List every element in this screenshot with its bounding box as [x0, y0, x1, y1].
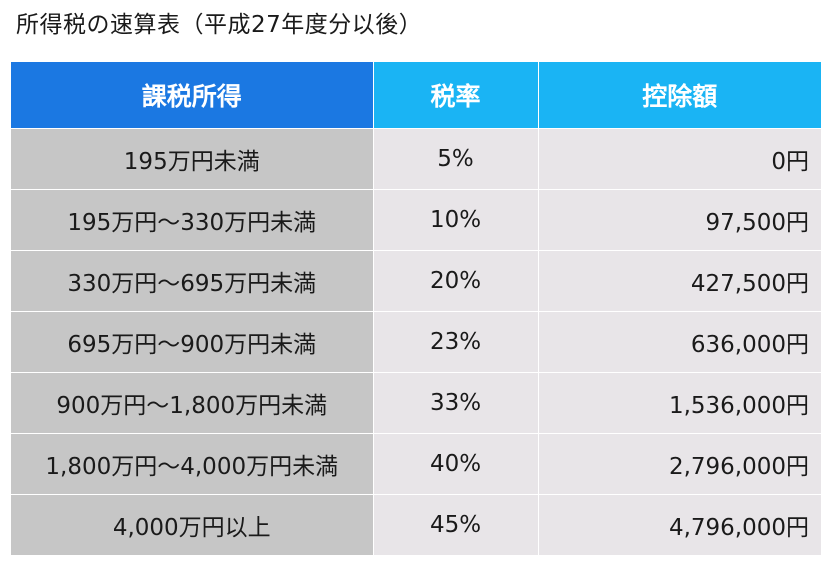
- tax-rate-cell: 10%: [373, 189, 539, 251]
- table-header-row: 課税所得 税率 控除額: [11, 62, 821, 129]
- table-row: 195万円〜330万円未満 10% 97,500円: [11, 189, 821, 251]
- table-row: 4,000万円以上 45% 4,796,000円: [11, 494, 821, 555]
- taxable-income-cell: 195万円未満: [11, 128, 374, 190]
- deduction-cell: 427,500円: [538, 250, 821, 312]
- taxable-income-cell: 1,800万円〜4,000万円未満: [11, 433, 374, 495]
- tax-rate-cell: 40%: [373, 433, 539, 495]
- tax-rate-cell: 5%: [373, 128, 539, 190]
- table-row: 695万円〜900万円未満 23% 636,000円: [11, 311, 821, 373]
- tax-rate-table: 課税所得 税率 控除額 195万円未満 5% 0円 195万円〜330万円未満 …: [11, 62, 821, 555]
- deduction-cell: 0円: [538, 128, 821, 190]
- table-row: 900万円〜1,800万円未満 33% 1,536,000円: [11, 372, 821, 434]
- page-title: 所得税の速算表（平成27年度分以後）: [16, 12, 423, 38]
- deduction-cell: 4,796,000円: [538, 494, 821, 555]
- tax-rate-cell: 20%: [373, 250, 539, 312]
- header-taxable-income: 課税所得: [11, 62, 374, 129]
- header-deduction: 控除額: [538, 62, 821, 129]
- tax-rate-cell: 33%: [373, 372, 539, 434]
- deduction-cell: 97,500円: [538, 189, 821, 251]
- taxable-income-cell: 695万円〜900万円未満: [11, 311, 374, 373]
- deduction-cell: 636,000円: [538, 311, 821, 373]
- table-row: 330万円〜695万円未満 20% 427,500円: [11, 250, 821, 312]
- deduction-cell: 1,536,000円: [538, 372, 821, 434]
- table-row: 195万円未満 5% 0円: [11, 128, 821, 190]
- tax-rate-cell: 45%: [373, 494, 539, 555]
- table-row: 1,800万円〜4,000万円未満 40% 2,796,000円: [11, 433, 821, 495]
- taxable-income-cell: 900万円〜1,800万円未満: [11, 372, 374, 434]
- deduction-cell: 2,796,000円: [538, 433, 821, 495]
- taxable-income-cell: 330万円〜695万円未満: [11, 250, 374, 312]
- tax-rate-cell: 23%: [373, 311, 539, 373]
- taxable-income-cell: 4,000万円以上: [11, 494, 374, 555]
- header-tax-rate: 税率: [373, 62, 539, 129]
- taxable-income-cell: 195万円〜330万円未満: [11, 189, 374, 251]
